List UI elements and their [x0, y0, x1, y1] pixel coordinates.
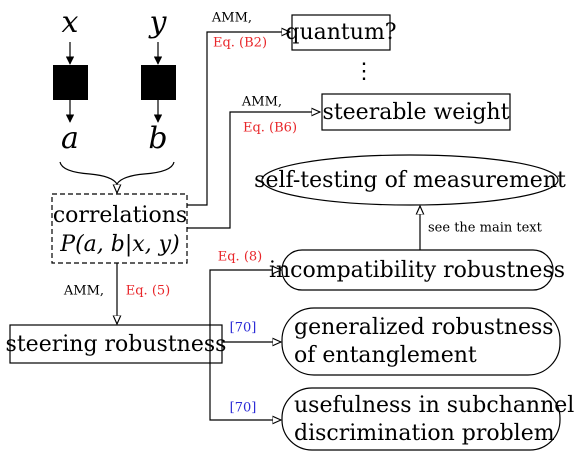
edge-label: Eq. (8)	[218, 250, 263, 265]
node-box	[291, 14, 391, 51]
node-label: self-testing of measurement	[254, 168, 566, 193]
edge-label: see the main text	[428, 221, 543, 236]
node-label: steerable weight	[323, 100, 510, 125]
node-box	[281, 307, 561, 376]
node-label: generalized robustness	[294, 315, 554, 340]
input-y: y	[148, 5, 168, 40]
node-box	[9, 324, 223, 364]
edge-label: AMM,	[241, 95, 282, 110]
edge-label: Eq. (B2)	[213, 36, 267, 51]
node-label: steering robustness	[6, 332, 227, 357]
edge	[187, 32, 290, 206]
edge-label: Eq. (B6)	[243, 121, 297, 136]
edge-label: Eq. (5)	[126, 284, 171, 299]
node-box	[321, 93, 511, 131]
node-label: usefulness in subchannel	[294, 393, 574, 418]
output-b: b	[148, 121, 167, 156]
dots: ⋮	[353, 59, 375, 84]
edge-label: [70]	[230, 321, 257, 336]
edge-label: [70]	[230, 401, 257, 416]
correlations-label: correlations	[53, 203, 187, 228]
node-box	[281, 387, 561, 451]
brace	[59, 161, 175, 186]
black-box	[53, 65, 88, 100]
black-box	[141, 65, 176, 100]
input-x: x	[62, 5, 79, 40]
edge	[209, 270, 281, 342]
node-label: of entanglement	[294, 343, 477, 368]
edge	[187, 112, 320, 229]
node-label: incompatibility robustness	[269, 258, 565, 283]
node-box	[281, 249, 554, 291]
edge-label: AMM,	[63, 284, 104, 299]
edge-label: AMM,	[211, 11, 252, 26]
node-ellipse	[261, 154, 559, 206]
node-label: quantum?	[285, 20, 396, 45]
node-label: discrimination problem	[294, 421, 555, 446]
output-a: a	[61, 121, 79, 156]
edge	[209, 342, 281, 420]
correlations-formula: P(a, b|x, y)	[59, 232, 179, 257]
